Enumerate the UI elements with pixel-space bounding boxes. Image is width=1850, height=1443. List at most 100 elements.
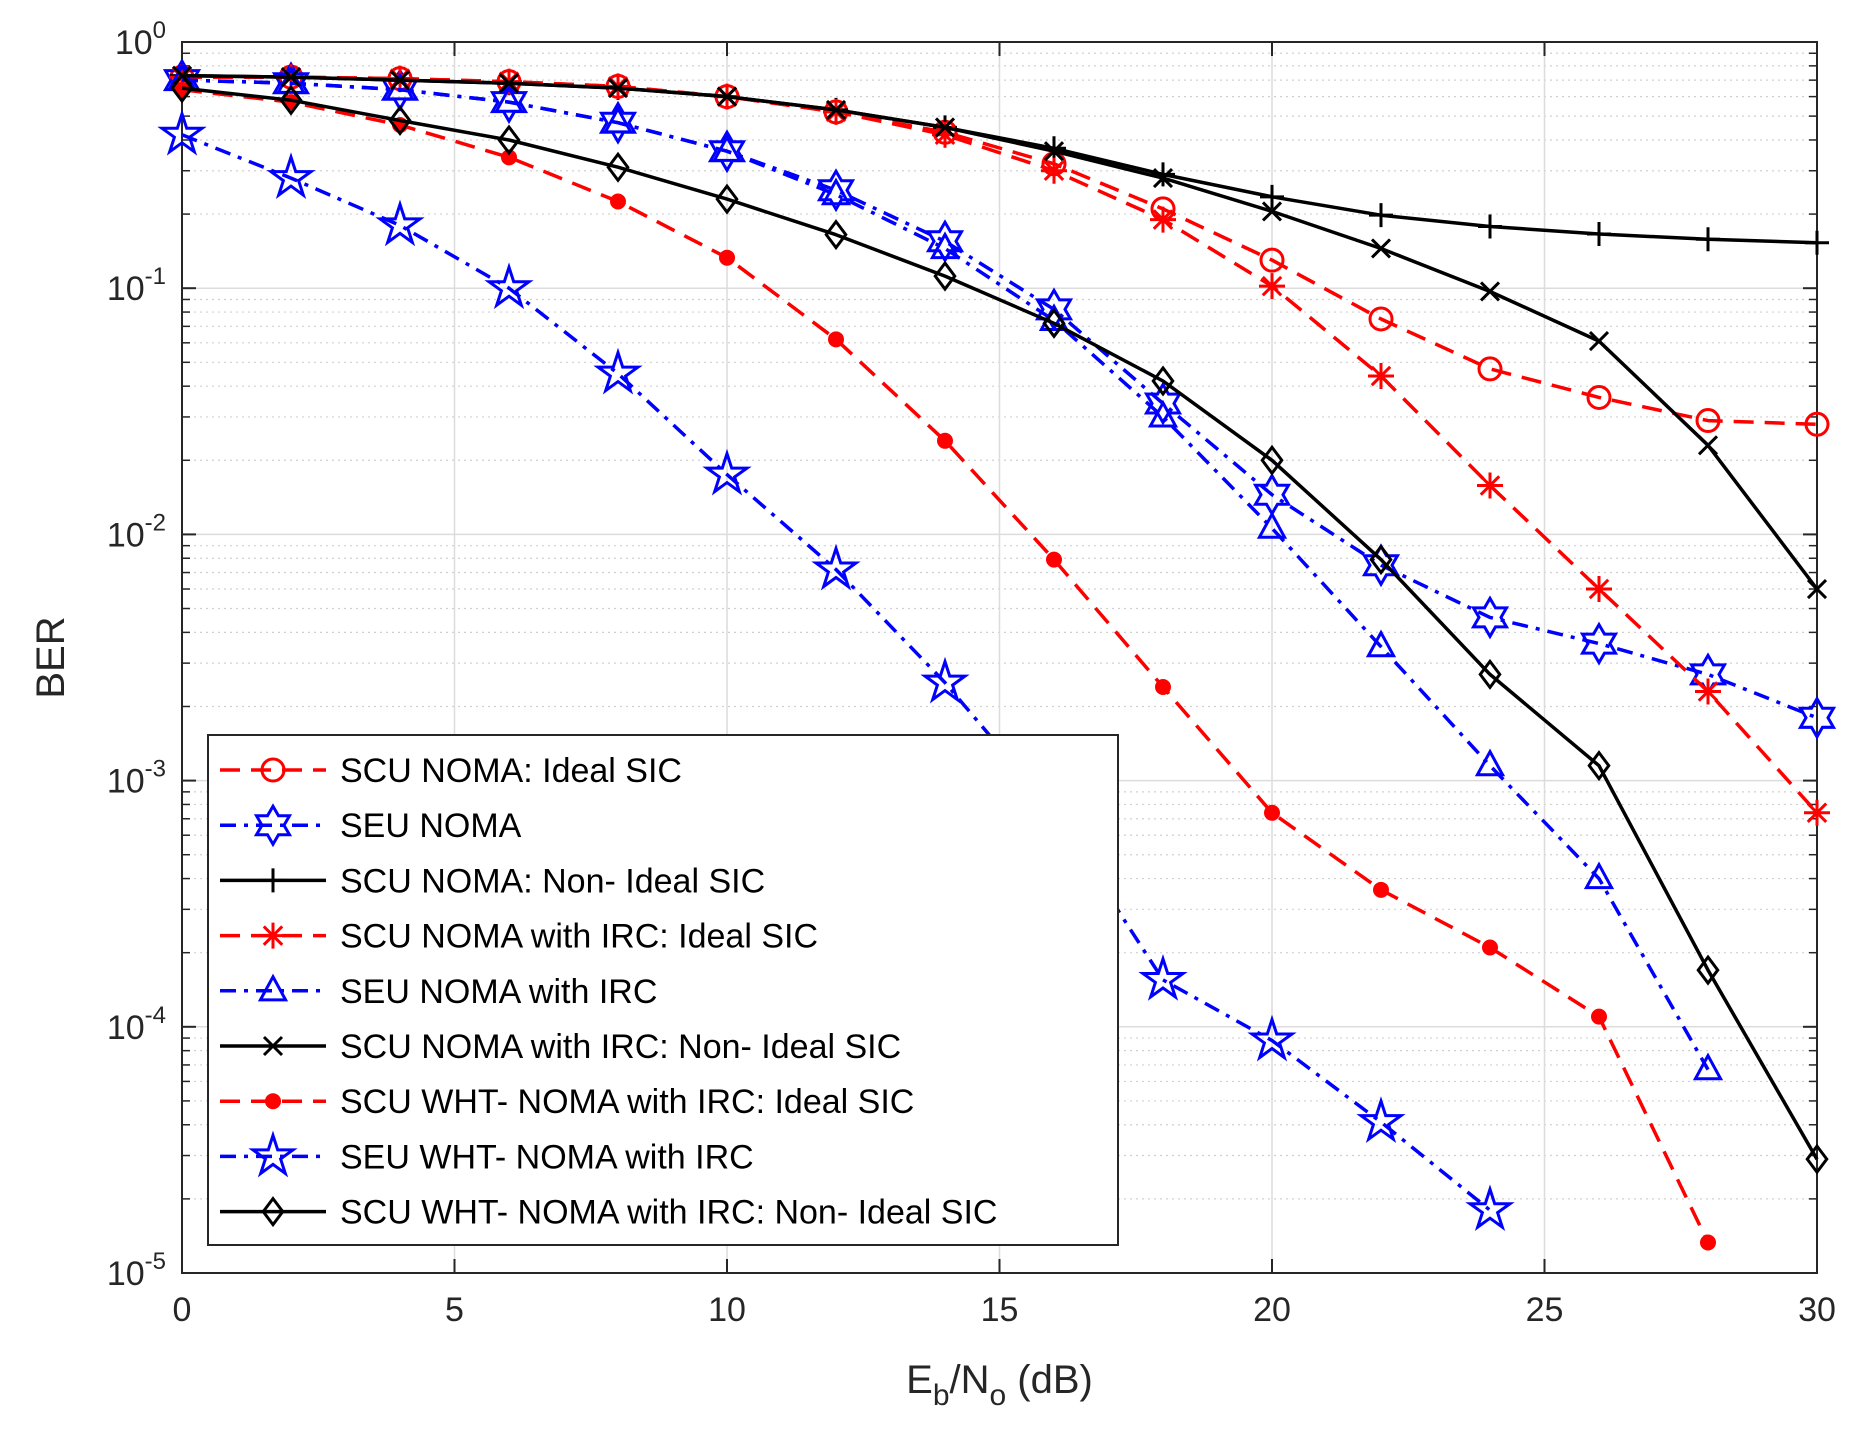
data-point bbox=[1247, 1014, 1297, 1062]
data-point bbox=[1370, 238, 1392, 259]
legend-entry: SCU NOMA: Non- Ideal SIC bbox=[220, 862, 765, 900]
data-point bbox=[1700, 1234, 1716, 1251]
data-point bbox=[932, 121, 958, 148]
data-point bbox=[1695, 678, 1721, 705]
x-tick-label: 15 bbox=[981, 1291, 1019, 1329]
data-point bbox=[1368, 306, 1394, 332]
data-point bbox=[1369, 203, 1393, 228]
legend-marker bbox=[261, 868, 285, 893]
legend-marker bbox=[260, 922, 286, 949]
legend-entry: SCU WHT- NOMA with IRC: Non- Ideal SIC bbox=[220, 1194, 997, 1232]
data-point bbox=[1260, 184, 1284, 209]
data-point bbox=[719, 249, 735, 266]
data-point bbox=[1259, 273, 1285, 300]
data-point bbox=[1043, 141, 1065, 162]
data-point bbox=[610, 193, 626, 210]
legend-entry: SCU NOMA with IRC: Non- Ideal SIC bbox=[220, 1028, 901, 1066]
data-point bbox=[1368, 362, 1394, 389]
data-point bbox=[1478, 214, 1502, 239]
data-point bbox=[816, 168, 856, 213]
x-tick-label: 0 bbox=[173, 1291, 192, 1329]
data-point bbox=[1477, 356, 1503, 382]
legend-marker bbox=[257, 973, 289, 1002]
legend-entry: SEU WHT- NOMA with IRC bbox=[220, 1130, 754, 1178]
x-tick-label: 10 bbox=[708, 1291, 746, 1329]
data-point bbox=[925, 219, 965, 264]
legend-label: SEU NOMA bbox=[340, 807, 522, 845]
data-point bbox=[715, 183, 739, 215]
data-point bbox=[1260, 444, 1284, 476]
data-point bbox=[702, 448, 752, 496]
data-point bbox=[1042, 307, 1066, 339]
data-point bbox=[929, 231, 961, 260]
legend-marker bbox=[261, 1196, 285, 1228]
y-tick-label: 10-4 bbox=[107, 1002, 166, 1047]
legend-marker bbox=[248, 1130, 298, 1178]
data-point bbox=[1465, 1184, 1515, 1232]
data-point bbox=[828, 331, 844, 348]
data-point bbox=[593, 347, 643, 395]
data-point bbox=[707, 129, 747, 174]
legend: SCU NOMA: Ideal SIC SEU NOMA SCU NOMA: Non… bbox=[207, 734, 1119, 1246]
data-point bbox=[937, 432, 953, 449]
data-point bbox=[280, 67, 302, 88]
data-point bbox=[1261, 201, 1283, 222]
legend-marker bbox=[260, 757, 286, 783]
data-point bbox=[1586, 384, 1612, 410]
x-tick-label: 25 bbox=[1526, 1291, 1564, 1329]
data-point bbox=[824, 219, 848, 251]
legend-label: SCU NOMA with IRC: Ideal SIC bbox=[340, 918, 818, 956]
data-point bbox=[820, 177, 852, 206]
axes bbox=[181, 41, 1818, 1274]
data-point bbox=[1155, 678, 1171, 695]
data-point bbox=[1474, 748, 1506, 777]
data-point bbox=[275, 66, 307, 94]
series-8 bbox=[170, 72, 1829, 1175]
legend-entry: SCU WHT- NOMA with IRC: Ideal SIC bbox=[220, 1083, 914, 1121]
data-point bbox=[811, 543, 861, 591]
data-point bbox=[825, 99, 847, 120]
data-point bbox=[1586, 576, 1612, 603]
legend-entry: SCU NOMA with IRC: Ideal SIC bbox=[220, 918, 818, 956]
legend-entry: SCU NOMA: Ideal SIC bbox=[220, 752, 682, 790]
data-point bbox=[1478, 658, 1502, 690]
data-point bbox=[1482, 939, 1498, 956]
legend-label: SCU NOMA with IRC: Non- Ideal SIC bbox=[340, 1028, 901, 1066]
series-line bbox=[181, 73, 1819, 591]
y-tick-label: 100 bbox=[115, 17, 166, 62]
data-point bbox=[1804, 411, 1830, 437]
y-axis-title: BER bbox=[29, 616, 73, 698]
data-point bbox=[1138, 954, 1188, 1001]
series-4 bbox=[166, 63, 1724, 1081]
data-point bbox=[1365, 629, 1397, 658]
data-point bbox=[388, 104, 412, 136]
legend-entry: SEU NOMA bbox=[220, 803, 522, 848]
x-tick-label: 5 bbox=[445, 1291, 464, 1329]
y-tick-label: 10-1 bbox=[107, 263, 166, 308]
data-point bbox=[1583, 861, 1615, 890]
data-point bbox=[1692, 1052, 1724, 1081]
data-point bbox=[1479, 281, 1501, 302]
data-point bbox=[1264, 804, 1280, 821]
y-tick-label: 10-3 bbox=[107, 756, 166, 801]
series-line bbox=[182, 75, 1819, 814]
x-axis-title: Eb/No (dB) bbox=[906, 1358, 1093, 1412]
data-point bbox=[1805, 230, 1829, 255]
x-tick-label: 20 bbox=[1253, 1291, 1291, 1329]
legend-label: SCU WHT- NOMA with IRC: Non- Ideal SIC bbox=[340, 1194, 997, 1232]
series-line bbox=[181, 133, 1492, 1212]
series-lines bbox=[157, 58, 1837, 1251]
legend-label: SCU NOMA: Ideal SIC bbox=[340, 752, 682, 790]
series-line bbox=[181, 87, 1710, 1244]
data-point bbox=[1804, 799, 1830, 826]
data-point bbox=[1806, 578, 1828, 600]
x-tick-label: 30 bbox=[1798, 1291, 1836, 1329]
data-point bbox=[1041, 157, 1067, 184]
data-point bbox=[1150, 206, 1176, 233]
y-tick-label: 10-5 bbox=[107, 1248, 166, 1293]
data-point bbox=[1470, 595, 1510, 640]
data-point bbox=[1588, 330, 1610, 352]
data-point bbox=[1356, 1096, 1406, 1144]
data-point bbox=[266, 152, 316, 200]
legend-marker bbox=[265, 1093, 281, 1110]
